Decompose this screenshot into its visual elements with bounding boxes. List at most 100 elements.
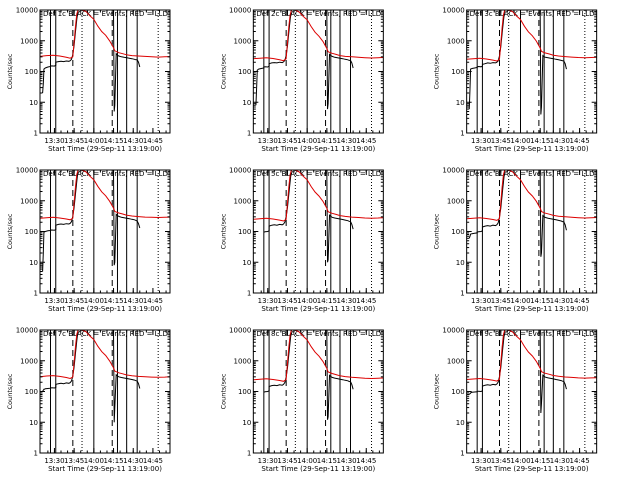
y-tick-label: 100 [25, 388, 38, 396]
x-tick-label: 13:45 [64, 457, 84, 465]
x-tick-label: 13:45 [277, 137, 297, 145]
y-tick-label: 10 [242, 259, 251, 267]
x-tick-label: 14:15 [103, 297, 123, 305]
plot-frame [466, 9, 598, 134]
events-series-line [468, 170, 567, 257]
y-axis-label: Counts/sec [219, 53, 227, 89]
x-tick-label: 14:45 [569, 457, 589, 465]
x-tick-label: 14:45 [356, 137, 376, 145]
plot-area [466, 10, 597, 133]
x-tick-label: 13:30 [471, 137, 491, 145]
y-tick-label: 1 [460, 290, 464, 298]
y-tick-label: 100 [238, 68, 251, 76]
y-tick-label: 1000 [234, 357, 252, 365]
x-tick-label: 14:45 [143, 297, 163, 305]
events-series-line [263, 330, 354, 420]
y-tick-label: 1000 [447, 37, 465, 45]
events-series-line [42, 170, 141, 272]
x-tick-label: 14:45 [356, 457, 376, 465]
y-tick-label: 10 [456, 99, 465, 107]
y-axis-label: Counts/sec [219, 213, 227, 249]
y-axis-label: Counts/sec [6, 53, 14, 89]
y-tick-label: 10000 [229, 7, 251, 15]
x-tick-label: 13:45 [64, 137, 84, 145]
x-tick-label: 14:30 [336, 297, 356, 305]
x-tick-label: 13:45 [491, 137, 511, 145]
panel-title: Det 6c BLACK = Events, RED = LLD [470, 170, 595, 178]
x-tick-label: 14:15 [317, 457, 337, 465]
y-tick-label: 1000 [447, 357, 465, 365]
x-tick-label: 13:30 [258, 457, 278, 465]
x-tick-label: 13:30 [44, 137, 64, 145]
panel-title: Det 1c BLACK = Events, RED = LLD [43, 10, 168, 18]
y-axis-label: Counts/sec [219, 373, 227, 409]
events-series-line [42, 10, 141, 112]
y-tick-label: 1 [460, 130, 464, 138]
y-axis-label: Counts/sec [433, 373, 441, 409]
x-tick-label: 14:30 [550, 457, 570, 465]
detector-panel: Det 8c BLACK = Events, RED = LLD 1 10 100 10… [219, 327, 384, 473]
y-axis-label: Counts/sec [433, 53, 441, 89]
lld-series-line [253, 330, 384, 382]
y-tick-label: 1 [34, 290, 38, 298]
x-axis-label: Start Time (29-Sep-11 13:19:00) [475, 465, 589, 473]
lld-series-line [466, 10, 597, 62]
events-series-line [468, 330, 567, 414]
x-tick-label: 14:00 [510, 297, 530, 305]
plot-area [40, 10, 170, 133]
x-tick-label: 14:30 [550, 137, 570, 145]
x-axis-label: Start Time (29-Sep-11 13:19:00) [475, 305, 589, 313]
y-tick-label: 100 [451, 228, 464, 236]
x-tick-label: 14:00 [510, 137, 530, 145]
x-tick-label: 14:00 [510, 457, 530, 465]
x-tick-label: 14:00 [84, 457, 104, 465]
x-tick-label: 13:45 [277, 457, 297, 465]
y-tick-label: 100 [451, 68, 464, 76]
y-axis-label: Counts/sec [433, 213, 441, 249]
y-tick-label: 100 [25, 68, 38, 76]
y-tick-label: 10000 [442, 327, 464, 335]
plot-area [40, 330, 170, 453]
x-tick-label: 13:30 [258, 297, 278, 305]
x-tick-label: 13:45 [491, 297, 511, 305]
events-series-line [263, 170, 354, 263]
y-tick-label: 10000 [229, 327, 251, 335]
x-tick-label: 14:45 [143, 457, 163, 465]
lld-series-line [466, 170, 597, 221]
y-axis-label: Counts/sec [6, 213, 14, 249]
plot-frame [252, 169, 384, 294]
lld-series-line [40, 170, 170, 221]
x-tick-label: 14:30 [123, 457, 143, 465]
plot-frame [252, 9, 384, 134]
x-tick-label: 14:30 [336, 137, 356, 145]
y-tick-label: 100 [238, 388, 251, 396]
x-tick-label: 14:30 [336, 457, 356, 465]
y-tick-label: 1000 [447, 197, 465, 205]
plot-area [466, 330, 597, 453]
y-tick-label: 100 [451, 388, 464, 396]
plot-frame [39, 9, 171, 134]
x-axis-label: Start Time (29-Sep-11 13:19:00) [48, 145, 162, 153]
x-tick-label: 14:15 [317, 137, 337, 145]
x-tick-label: 13:30 [258, 137, 278, 145]
y-tick-label: 1000 [20, 357, 38, 365]
plot-area [253, 170, 384, 293]
y-tick-label: 10 [29, 99, 38, 107]
events-series-line [42, 330, 141, 423]
y-tick-label: 10000 [442, 167, 464, 175]
x-tick-label: 14:30 [550, 297, 570, 305]
detector-panel: Det 7c BLACK = Events, RED = LLD 1 10 100 10… [6, 327, 171, 473]
x-tick-label: 13:30 [44, 457, 64, 465]
x-tick-label: 14:15 [530, 297, 550, 305]
x-tick-label: 13:30 [471, 297, 491, 305]
detector-panel: Det 6c BLACK = Events, RED = LLD 1 10 100 10… [433, 167, 598, 313]
y-tick-label: 10 [29, 259, 38, 267]
panel-title: Det 9c BLACK = Events, RED = LLD [470, 330, 595, 338]
x-axis-label: Start Time (29-Sep-11 13:19:00) [475, 145, 589, 153]
x-axis-label: Start Time (29-Sep-11 13:19:00) [48, 305, 162, 313]
y-tick-label: 10 [29, 419, 38, 427]
y-tick-label: 1000 [20, 197, 38, 205]
y-tick-label: 1000 [234, 37, 252, 45]
